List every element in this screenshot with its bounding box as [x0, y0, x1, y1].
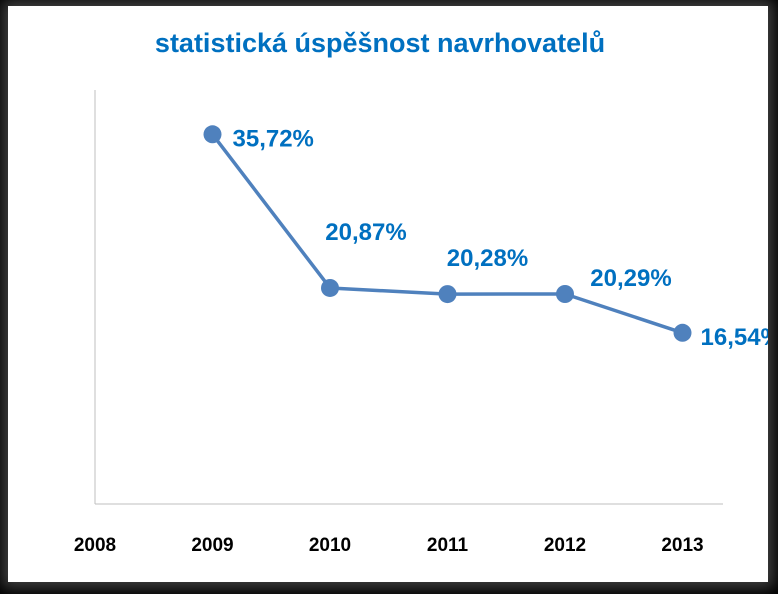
series-line-segment	[210, 132, 332, 290]
data-label: 16,54%	[701, 324, 769, 351]
data-point	[203, 125, 222, 144]
data-point	[321, 278, 339, 297]
chart-axes	[94, 90, 723, 505]
x-tick-label: 2008	[74, 535, 116, 556]
data-point	[556, 284, 574, 303]
data-label: 20,28%	[447, 245, 528, 272]
data-label: 20,29%	[590, 265, 671, 292]
series-lines	[210, 132, 685, 335]
data-label: 35,72%	[233, 125, 314, 152]
x-tick-label: 2012	[544, 535, 586, 556]
chart-title: statistická úspěšnost navrhovatelů	[154, 28, 606, 58]
x-tick-label: 2013	[661, 535, 703, 556]
series-line-segment	[328, 286, 450, 296]
x-tick-label: 2009	[191, 535, 233, 556]
chart-card: statistická úspěšnost navrhovatelů 2008 2…	[8, 6, 768, 582]
line-chart: 2008 2009 2010 2011 2012 2013 35,72% 20,87% 20,…	[74, 90, 769, 556]
data-label: 20,87%	[325, 219, 406, 246]
data-labels: 35,72% 20,87% 20,28% 20,29% 16,54%	[233, 125, 769, 351]
data-point	[438, 285, 457, 304]
data-point	[673, 323, 692, 342]
x-tick-label: 2010	[309, 535, 351, 556]
x-tick-label: 2011	[427, 535, 469, 556]
series-line-segment	[563, 292, 685, 335]
x-tick-labels: 2008 2009 2010 2011 2012 2013	[74, 535, 704, 556]
series-points	[203, 125, 692, 342]
